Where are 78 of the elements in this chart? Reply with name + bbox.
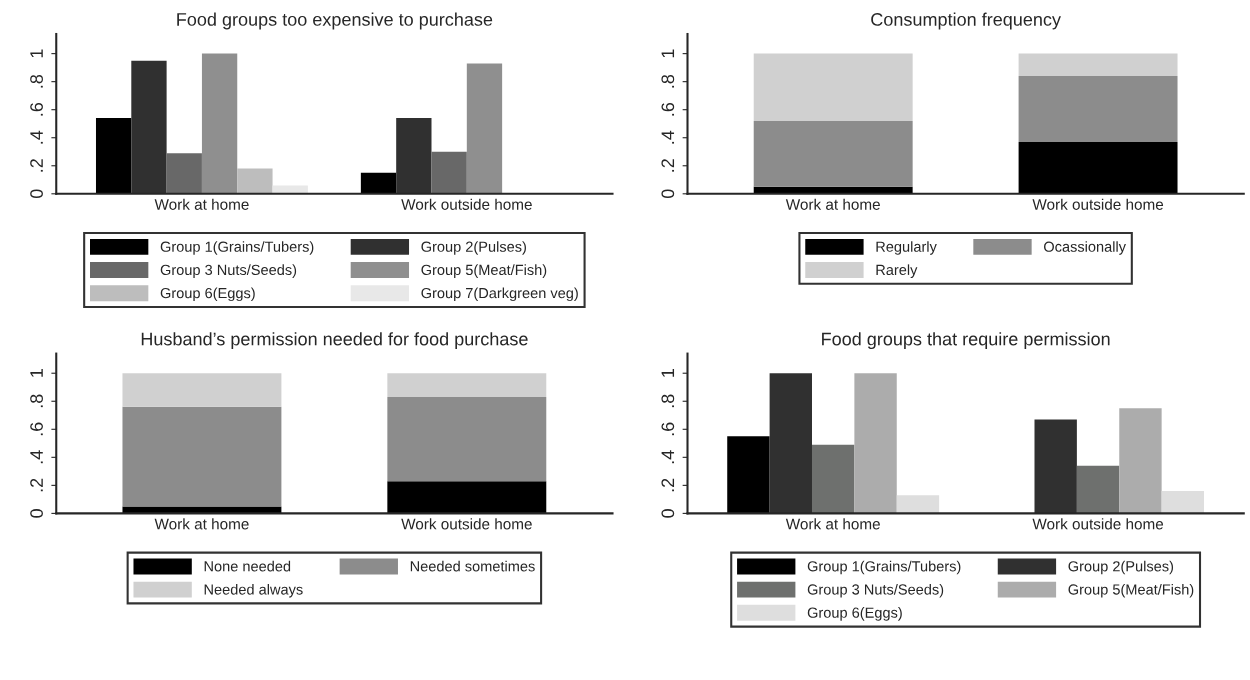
legend-label: Group 1(Grains/Tubers) — [807, 560, 961, 575]
legend-label: Rarely — [876, 264, 918, 278]
x-tick-label: Work at home — [785, 198, 880, 210]
y-tick-label: .4 — [30, 450, 43, 464]
y-tick-label: 0 — [661, 509, 675, 518]
y-tick-label: .6 — [661, 422, 675, 436]
y-tick-label: .6 — [30, 102, 43, 116]
y-tick-label: .6 — [30, 422, 43, 436]
bar — [1076, 465, 1120, 514]
bar — [753, 120, 913, 187]
legend-label: Group 3 Nuts/Seeds) — [160, 264, 297, 278]
legend-label: Group 5(Meat/Fish) — [1068, 583, 1194, 598]
bar — [387, 397, 547, 482]
y-tick-label: .2 — [661, 478, 675, 492]
bar — [466, 63, 503, 194]
y-tick-label: .8 — [30, 394, 43, 408]
bar — [854, 373, 897, 514]
legend-label: Group 7(Darkgreen veg) — [421, 287, 578, 302]
legend-label: Group 2(Pulses) — [1068, 560, 1174, 575]
bar — [1161, 490, 1205, 514]
chart-title: Consumption frequency — [871, 12, 1061, 30]
y-tick-label: 1 — [30, 369, 43, 377]
y-tick-label: .4 — [661, 450, 675, 464]
y-tick-label: .8 — [661, 394, 675, 408]
y-tick-label: .8 — [30, 74, 43, 88]
legend-label: Group 6(Eggs) — [807, 607, 902, 621]
bar — [122, 373, 282, 407]
y-tick-label: 0 — [30, 509, 43, 518]
bar — [753, 53, 913, 121]
y-tick-label: 0 — [30, 189, 43, 199]
bar — [166, 153, 202, 194]
x-tick-label: Work at home — [154, 518, 249, 530]
y-tick-label: .2 — [30, 159, 43, 172]
y-tick-label: 1 — [661, 369, 675, 377]
legend-label: None needed — [204, 560, 291, 572]
legend-label: Needed sometimes — [410, 560, 535, 572]
bar — [272, 185, 308, 194]
y-tick-label: 0 — [661, 189, 675, 199]
y-tick-label: 1 — [30, 49, 43, 58]
legend-label: Group 1(Grains/Tubers) — [160, 241, 314, 255]
bar — [1018, 53, 1178, 77]
y-tick-label: .2 — [661, 159, 675, 172]
legend-label: Group 6(Eggs) — [160, 287, 255, 302]
bar — [727, 436, 770, 514]
legend-label: Group 5(Meat/Fish) — [421, 264, 547, 278]
bar — [387, 481, 547, 514]
chart-title: Food groups that require permission — [822, 332, 1110, 350]
chart-title: Husband’s permission needed for food purchase — [141, 332, 528, 350]
legend-label: Needed always — [204, 583, 303, 598]
bar — [360, 172, 397, 194]
bar — [1119, 408, 1162, 514]
bar — [896, 495, 940, 514]
bar — [431, 151, 467, 194]
bar — [95, 118, 132, 194]
bar — [122, 406, 282, 507]
bar — [387, 373, 547, 398]
x-tick-label: Work outside home — [401, 198, 532, 210]
chart-title: Food groups too expensive to purchase — [177, 12, 493, 30]
bar — [201, 53, 238, 194]
x-tick-label: Work at home — [785, 518, 880, 530]
legend-label: Group 2(Pulses) — [421, 241, 526, 255]
legend-label: Regularly — [876, 241, 937, 255]
x-tick-label: Work outside home — [401, 518, 532, 530]
y-tick-label: 1 — [661, 49, 675, 58]
x-tick-label: Work outside home — [1032, 198, 1164, 210]
y-tick-label: .8 — [661, 74, 675, 88]
legend-label: Group 3 Nuts/Seeds) — [807, 583, 944, 598]
y-tick-label: .2 — [30, 478, 43, 492]
bar — [1018, 141, 1178, 194]
x-tick-label: Work outside home — [1032, 518, 1164, 530]
x-tick-label: Work at home — [154, 198, 249, 210]
y-tick-label: .6 — [661, 102, 675, 116]
y-tick-label: .4 — [661, 130, 675, 144]
legend-label: Ocassionally — [1044, 241, 1126, 255]
y-tick-label: .4 — [30, 130, 43, 144]
bar — [811, 444, 855, 514]
bar — [237, 168, 273, 194]
bar — [1018, 76, 1178, 142]
